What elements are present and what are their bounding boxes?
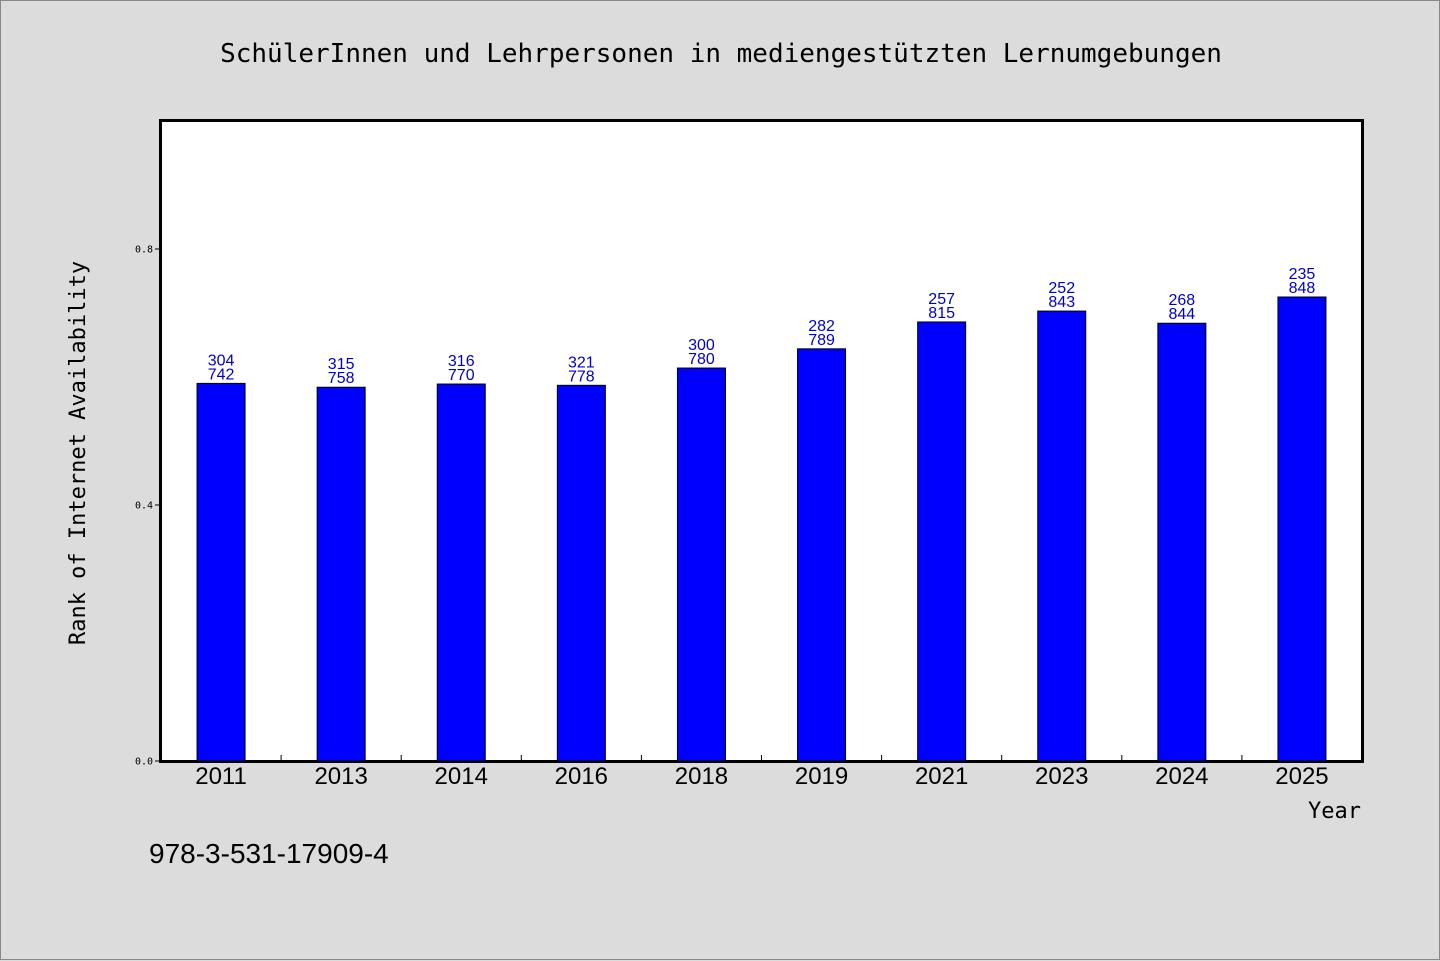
bar-label-bottom: 742 <box>208 366 235 383</box>
bar-label-bottom: 844 <box>1168 306 1195 323</box>
bar-label-top: 268 <box>1168 292 1195 309</box>
bar <box>797 348 847 762</box>
y-tick-label: 0.4 <box>135 501 153 512</box>
x-tick-label: 2018 <box>675 763 728 790</box>
bar <box>196 382 246 762</box>
bar-label-bottom: 815 <box>928 305 955 322</box>
bar-label-bottom: 778 <box>568 368 595 385</box>
bar <box>316 386 366 762</box>
bar <box>917 321 967 762</box>
y-tick-label: 0.8 <box>135 245 153 256</box>
bar-label-top: 316 <box>448 353 475 370</box>
bar-label-bottom: 770 <box>448 367 475 384</box>
bar-label-bottom: 780 <box>688 351 715 368</box>
bar-labels: 3047423157583167703217783007802827892578… <box>208 266 1316 387</box>
x-axis: 2011 2013 2014 2016 2018 2019 2021 2023 2024 2025 <box>195 755 1329 790</box>
bar-label-bottom: 789 <box>808 332 835 349</box>
chart-title: SchülerInnen und Lehrpersonen in medieng… <box>220 39 1222 69</box>
bar <box>1037 310 1087 762</box>
bar-label-top: 304 <box>208 352 235 369</box>
bar-label-top: 321 <box>568 354 595 371</box>
bar-label-top: 300 <box>688 337 715 354</box>
bars <box>196 296 1327 762</box>
x-tick-label: 2023 <box>1035 763 1088 790</box>
y-axis-label: Rank of Internet Availability <box>66 261 91 645</box>
y-tick-label: 0.0 <box>135 757 153 768</box>
bar-label-top: 315 <box>328 356 355 373</box>
bar <box>676 367 726 762</box>
bar-label-top: 282 <box>808 318 835 335</box>
bar-label-bottom: 758 <box>328 370 355 387</box>
x-tick-label: 2024 <box>1155 763 1208 790</box>
bar <box>1277 296 1327 762</box>
bar <box>1157 322 1207 762</box>
bar-label-top: 257 <box>928 291 955 308</box>
bar-label-bottom: 843 <box>1048 294 1075 311</box>
x-tick-label: 2025 <box>1275 763 1328 790</box>
bar-label-top: 235 <box>1289 266 1316 283</box>
x-tick-label: 2016 <box>555 763 608 790</box>
x-tick-label: 2019 <box>795 763 848 790</box>
y-axis: 0.0 0.4 0.8 <box>135 245 161 768</box>
x-tick-label: 2013 <box>314 763 367 790</box>
bar-label-bottom: 848 <box>1289 280 1316 297</box>
bar-label-top: 252 <box>1048 280 1075 297</box>
bar <box>436 383 486 762</box>
x-tick-label: 2021 <box>915 763 968 790</box>
x-tick-label: 2014 <box>435 763 488 790</box>
isbn-text: 978-3-531-17909-4 <box>149 838 389 869</box>
bar <box>556 384 606 762</box>
x-tick-label: 2011 <box>195 763 247 790</box>
x-axis-label: Year <box>1308 799 1361 824</box>
